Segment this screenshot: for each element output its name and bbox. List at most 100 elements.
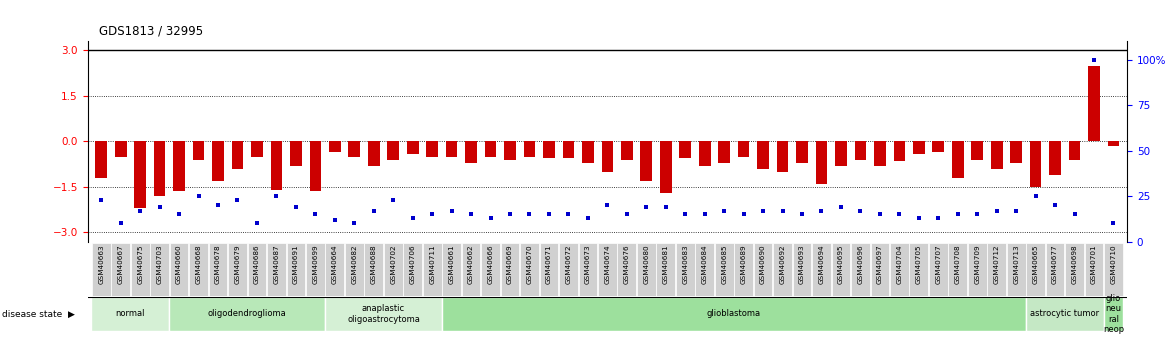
- Point: [1007, 208, 1026, 213]
- FancyBboxPatch shape: [111, 243, 130, 296]
- Bar: [757, 141, 769, 169]
- FancyBboxPatch shape: [442, 297, 1026, 331]
- Bar: [738, 141, 750, 157]
- FancyBboxPatch shape: [248, 243, 266, 296]
- Point: [267, 193, 286, 199]
- Text: glio
neu
ral
neop: glio neu ral neop: [1103, 294, 1124, 334]
- FancyBboxPatch shape: [345, 243, 363, 296]
- Bar: [173, 141, 185, 191]
- Bar: [894, 141, 905, 161]
- Text: GSM40682: GSM40682: [352, 244, 357, 284]
- Text: GSM40712: GSM40712: [994, 244, 1000, 284]
- Text: anaplastic
oligoastrocytoma: anaplastic oligoastrocytoma: [347, 304, 420, 324]
- Point: [676, 211, 695, 217]
- Bar: [1107, 141, 1119, 146]
- Point: [948, 211, 967, 217]
- Bar: [640, 141, 652, 181]
- FancyBboxPatch shape: [1027, 243, 1045, 296]
- FancyBboxPatch shape: [773, 243, 792, 296]
- Text: GSM40675: GSM40675: [137, 244, 144, 284]
- FancyBboxPatch shape: [637, 243, 655, 296]
- Point: [753, 208, 772, 213]
- Text: GSM40662: GSM40662: [468, 244, 474, 284]
- Text: GSM40686: GSM40686: [253, 244, 260, 284]
- Point: [812, 208, 830, 213]
- Bar: [777, 141, 788, 172]
- FancyBboxPatch shape: [423, 243, 442, 296]
- Point: [890, 211, 909, 217]
- Bar: [231, 141, 243, 169]
- Point: [345, 220, 363, 226]
- Point: [92, 197, 111, 203]
- FancyBboxPatch shape: [987, 243, 1006, 296]
- Bar: [582, 141, 593, 163]
- Bar: [835, 141, 847, 166]
- Point: [578, 215, 597, 220]
- Text: GSM40685: GSM40685: [721, 244, 728, 284]
- Text: GSM40674: GSM40674: [604, 244, 611, 284]
- Bar: [523, 141, 535, 157]
- Bar: [913, 141, 925, 154]
- Point: [695, 211, 714, 217]
- FancyBboxPatch shape: [501, 243, 520, 296]
- Bar: [797, 141, 808, 163]
- Text: GSM40676: GSM40676: [624, 244, 630, 284]
- FancyBboxPatch shape: [209, 243, 228, 296]
- Point: [929, 215, 947, 220]
- FancyBboxPatch shape: [461, 243, 480, 296]
- Bar: [698, 141, 710, 166]
- Point: [1027, 193, 1045, 199]
- Text: GDS1813 / 32995: GDS1813 / 32995: [99, 25, 203, 38]
- Text: GSM40701: GSM40701: [1091, 244, 1097, 284]
- Bar: [1089, 66, 1100, 141]
- Bar: [1069, 141, 1080, 160]
- Text: GSM40666: GSM40666: [487, 244, 494, 284]
- Text: GSM40709: GSM40709: [974, 244, 980, 284]
- Point: [656, 204, 675, 210]
- Point: [131, 208, 150, 213]
- FancyBboxPatch shape: [851, 243, 870, 296]
- Text: GSM40687: GSM40687: [273, 244, 279, 284]
- FancyBboxPatch shape: [520, 243, 538, 296]
- Text: normal: normal: [116, 309, 145, 318]
- Point: [735, 211, 753, 217]
- Legend: log2 ratio, percentile rank within the sample: log2 ratio, percentile rank within the s…: [92, 343, 285, 345]
- Point: [306, 211, 325, 217]
- FancyBboxPatch shape: [228, 243, 246, 296]
- Bar: [1010, 141, 1022, 163]
- FancyBboxPatch shape: [1065, 243, 1084, 296]
- Bar: [406, 141, 418, 154]
- FancyBboxPatch shape: [306, 243, 325, 296]
- Point: [520, 211, 538, 217]
- Point: [598, 203, 617, 208]
- FancyBboxPatch shape: [715, 243, 734, 296]
- FancyBboxPatch shape: [481, 243, 500, 296]
- FancyBboxPatch shape: [169, 243, 188, 296]
- FancyBboxPatch shape: [91, 297, 169, 331]
- Text: GSM40679: GSM40679: [235, 244, 241, 284]
- Text: GSM40688: GSM40688: [370, 244, 377, 284]
- Bar: [972, 141, 983, 160]
- Bar: [213, 141, 224, 181]
- Text: GSM40695: GSM40695: [837, 244, 844, 284]
- FancyBboxPatch shape: [656, 243, 675, 296]
- FancyBboxPatch shape: [286, 243, 305, 296]
- Point: [618, 211, 637, 217]
- FancyBboxPatch shape: [910, 243, 929, 296]
- FancyBboxPatch shape: [384, 243, 403, 296]
- FancyBboxPatch shape: [1026, 297, 1104, 331]
- Point: [715, 208, 734, 213]
- Bar: [426, 141, 438, 157]
- Text: GSM40661: GSM40661: [449, 244, 454, 284]
- Point: [540, 211, 558, 217]
- Text: GSM40710: GSM40710: [1111, 244, 1117, 284]
- Text: GSM40677: GSM40677: [1052, 244, 1058, 284]
- FancyBboxPatch shape: [832, 243, 850, 296]
- Point: [501, 211, 520, 217]
- Point: [1104, 220, 1122, 226]
- Text: GSM40713: GSM40713: [1013, 244, 1020, 284]
- Bar: [485, 141, 496, 157]
- Bar: [855, 141, 867, 160]
- Bar: [660, 141, 672, 193]
- Bar: [563, 141, 575, 158]
